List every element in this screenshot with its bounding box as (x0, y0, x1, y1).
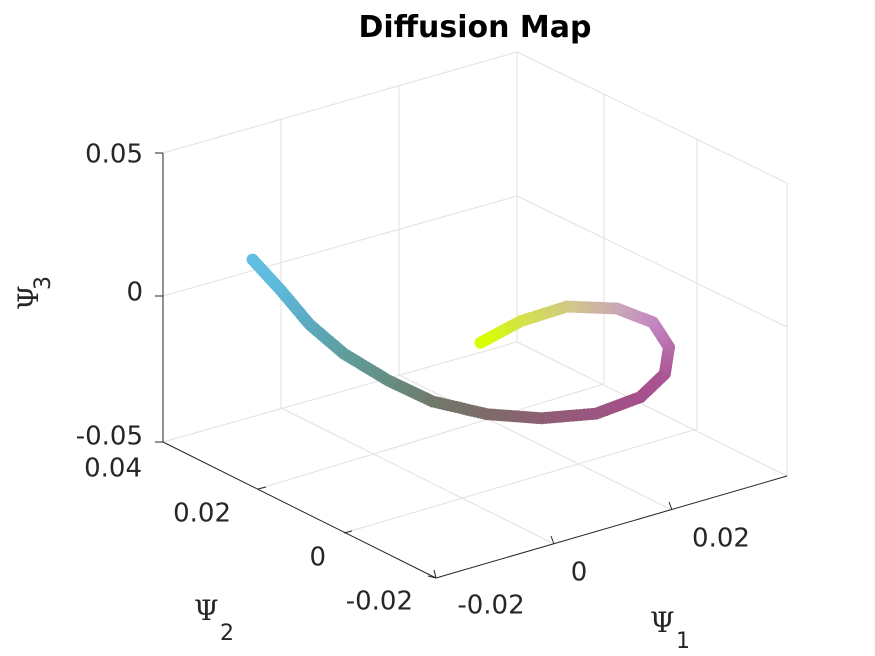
y-tick-label: 0.04 (84, 454, 142, 484)
x-tick-labels: -0.02 0 0.02 (457, 524, 750, 621)
x-axis-label-symbol: Ψ (650, 606, 675, 639)
z-tick-label: 0 (126, 278, 143, 308)
y-tick-label: 0.02 (173, 499, 231, 529)
x-axis-line (435, 475, 788, 579)
z-axis-label-subscript: 3 (31, 276, 56, 290)
grid-line (516, 341, 788, 477)
z-tick-label: 0.05 (85, 140, 143, 170)
z-tick-labels: 0.05 0 -0.05 (76, 140, 143, 452)
x-tick-label: 0 (571, 558, 588, 588)
y-tick (427, 575, 437, 579)
x-tick (433, 569, 437, 579)
y-axis-label-subscript: 2 (220, 621, 234, 646)
grid-line (516, 51, 788, 184)
data-points (246, 253, 675, 425)
y-tick-label: -0.02 (346, 587, 413, 617)
z-axis-label-symbol: Ψ (12, 285, 45, 310)
y-tick-labels: 0.04 0.02 0 -0.02 (84, 454, 413, 617)
grid-line (280, 407, 555, 545)
x-tick (550, 535, 555, 545)
y-axis-label: Ψ 2 (194, 594, 234, 646)
grid-line (398, 374, 673, 511)
chart-title: Diffusion Map (359, 10, 592, 45)
grid-line (162, 341, 518, 443)
x-tick-label: -0.02 (457, 591, 524, 621)
x-tick-label: 0.02 (692, 524, 750, 554)
y-tick-label: 0 (309, 543, 326, 573)
data-point (474, 336, 487, 349)
grid-line (162, 51, 518, 154)
grid-line (343, 428, 698, 534)
x-axis-label: Ψ 1 (650, 606, 690, 654)
y-axis-label-symbol: Ψ (194, 594, 219, 627)
x-tick (668, 501, 673, 511)
axes (155, 152, 788, 579)
y-axis-line (162, 441, 437, 579)
grid (162, 51, 788, 545)
grid-line (162, 195, 518, 297)
y-tick (343, 530, 353, 534)
x-axis-label-subscript: 1 (676, 629, 690, 654)
grid-line (516, 195, 788, 328)
z-tick-label: -0.05 (76, 422, 143, 452)
z-axis-label: Ψ 3 (12, 276, 56, 310)
grid-line (257, 383, 605, 490)
y-tick (257, 486, 267, 490)
